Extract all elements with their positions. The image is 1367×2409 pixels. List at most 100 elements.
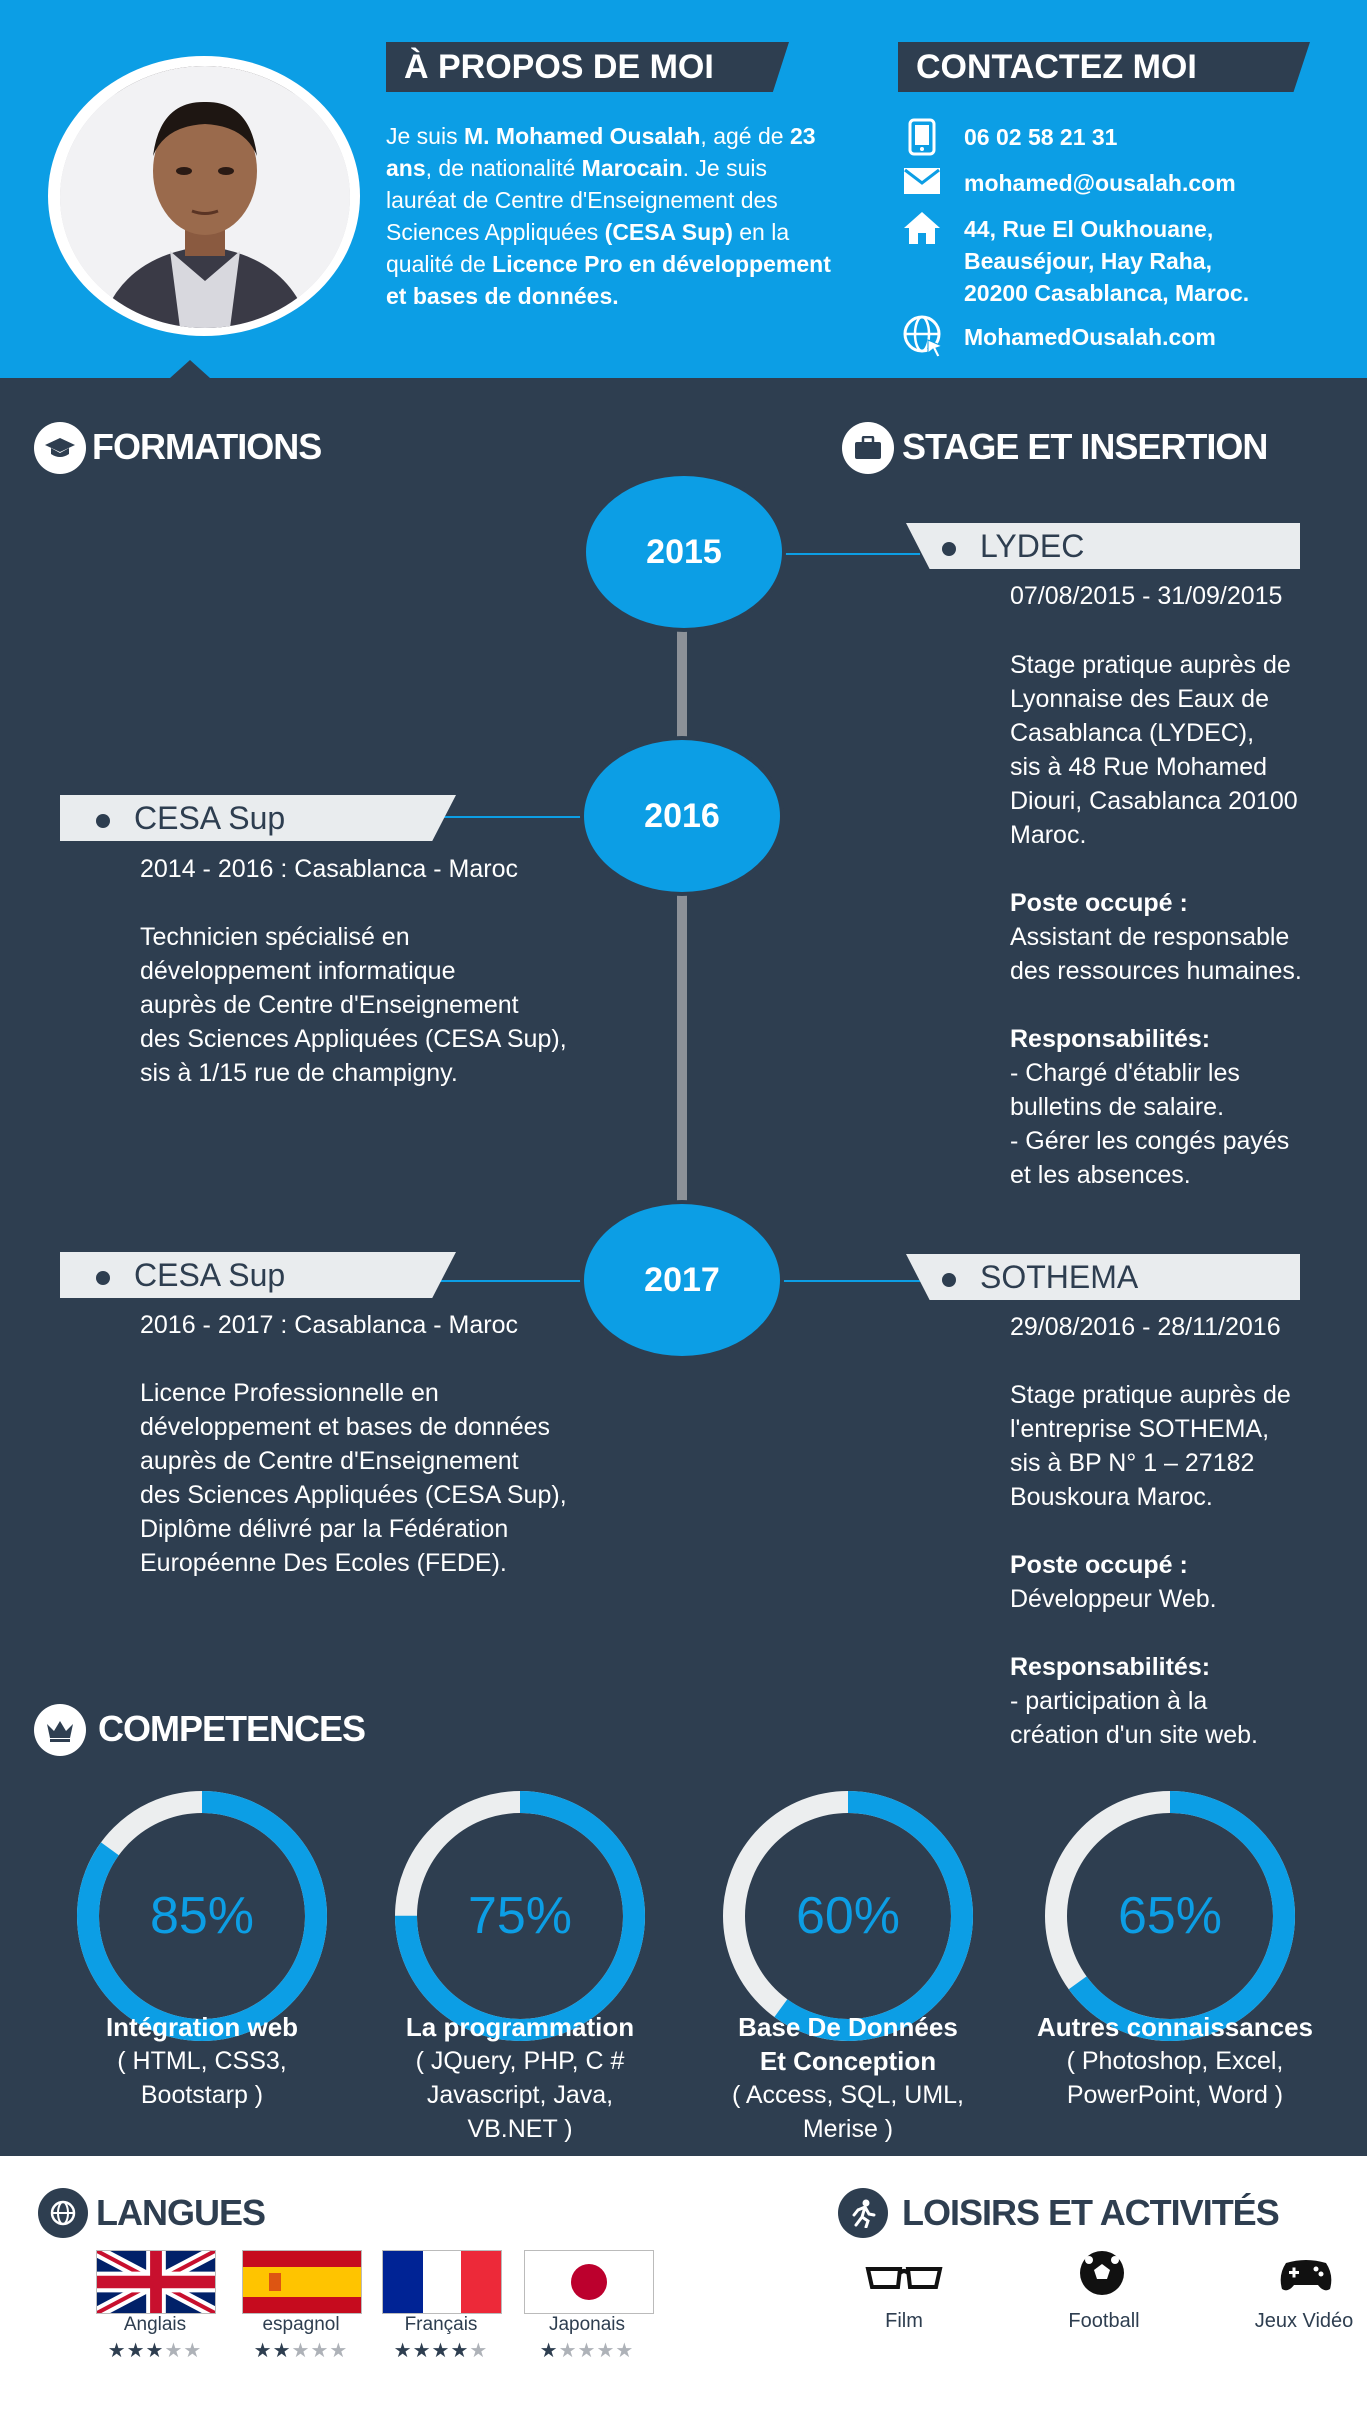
connector-2017-right [780,1280,920,1282]
header-pointer [170,360,210,378]
crown-icon [34,1704,86,1756]
about-text: Je suis M. Mohamed Ousalah, agé de 23 an… [386,123,831,309]
skill-percent: 65% [1117,1887,1223,1945]
home-icon [902,210,942,250]
skill-caption: Intégration web ( HTML, CSS3, Bootstarp ) [105,2012,299,2109]
star-empty-icon: ★ [596,2340,616,2362]
connector-2016 [440,816,620,818]
contact-address-3: 20200 Casablanca, Maroc. [964,280,1250,306]
hobby-label: Film [885,2310,923,2332]
skill-caption: Autres connaissances ( Photoshop, Excel,… [1036,2012,1313,2109]
bullet-icon [942,1272,956,1287]
skill-percent: 60% [795,1887,901,1945]
stage-period: 07/08/2015 - 31/09/2015 [1010,582,1283,610]
graduation-cap-icon [34,422,86,474]
uk-flag [94,2245,218,2319]
language-label: Japonais [548,2314,626,2335]
gamepad-icon [1266,2252,1346,2312]
star-empty-icon: ★ [577,2340,597,2362]
skill-ring [723,1791,973,2041]
langues-title: LANGUES [96,2192,266,2233]
globe-icon [38,2188,88,2238]
skill-ring [1045,1791,1295,2041]
loisirs-title: LOISIRS ET ACTIVITÉS [902,2192,1280,2233]
year-2017: 2017 [580,1200,784,1360]
skill-card: 60% [718,1786,978,2051]
formation-description: Licence Professionnelle en développement … [140,1379,567,1577]
briefcase-icon [842,422,894,474]
skill-caption: La programmation ( JQuery, PHP, C # Javas… [405,2012,635,2143]
stage-description: Stage pratique auprès de l'entreprise SOT… [1010,1381,1291,1749]
formation-tag: CESA Sup [60,1252,456,1298]
star-empty-icon: ★ [329,2340,349,2362]
runner-icon [838,2188,888,2238]
star-filled-icon: ★ [145,2340,165,2362]
stage-tag: SOTHEMA [906,1254,1300,1300]
star-filled-icon: ★ [272,2340,292,2362]
bullet-icon [942,541,956,556]
star-filled-icon: ★ [393,2340,413,2362]
formation-period: 2016 - 2017 : Casablanca - Maroc [140,1311,518,1339]
formation-tag: CESA Sup [60,795,456,841]
formations-title: FORMATIONS [92,426,322,467]
year-2015: 2015 [582,472,786,632]
connector-2017-left [440,1280,620,1282]
hobby-label: Football [1068,2310,1140,2332]
connector-2015 [780,553,920,555]
stage-title: STAGE ET INSERTION [902,426,1268,467]
contact-email[interactable]: mohamed@ousalah.com [964,170,1236,196]
contact-phone[interactable]: 06 02 58 21 31 [964,124,1118,150]
year-2016: 2016 [580,736,784,896]
star-empty-icon: ★ [558,2340,578,2362]
skill-card: 85% [72,1786,332,2051]
star-filled-icon: ★ [126,2340,146,2362]
timeline-line [677,600,687,1280]
bullet-icon [96,813,110,828]
stage-tag: LYDEC [906,523,1300,569]
formation-period: 2014 - 2016 : Casablanca - Maroc [140,855,518,883]
football-icon [1062,2248,1142,2308]
star-filled-icon: ★ [253,2340,273,2362]
stage-period: 29/08/2016 - 28/11/2016 [1010,1313,1281,1341]
star-filled-icon: ★ [431,2340,451,2362]
globe-icon [902,314,944,358]
glasses-icon [864,2252,944,2312]
about-title: À PROPOS DE MOI [386,42,789,92]
skill-ring [77,1791,327,2041]
skill-card: 65% [1040,1786,1300,2051]
bottom-band [0,2156,1367,2409]
language-rating: ★★★★★ [522,2338,652,2363]
france-flag [382,2250,502,2314]
contact-website[interactable]: MohamedOusalah.com [964,324,1216,350]
contact-address-1: 44, Rue El Oukhouane, [964,216,1214,242]
competences-title: COMPETENCES [98,1708,366,1749]
stage-description: Stage pratique auprès de Lyonnaise des Ea… [1010,651,1302,1189]
skill-card: 75% [390,1786,650,2051]
email-icon [902,166,942,206]
hobby-label: Jeux Vidéo [1254,2310,1354,2332]
phone-icon [902,118,942,158]
profile-photo [60,66,350,328]
star-empty-icon: ★ [310,2340,330,2362]
star-filled-icon: ★ [412,2340,432,2362]
contact-title: CONTACTEZ MOI [898,42,1310,92]
skill-ring [395,1791,645,2041]
language-rating: ★★★★★ [376,2338,506,2363]
spain-flag [242,2250,362,2314]
star-empty-icon: ★ [183,2340,203,2362]
star-filled-icon: ★ [450,2340,470,2362]
star-filled-icon: ★ [107,2340,127,2362]
language-label: espagnol [262,2314,340,2335]
language-rating: ★★★★★ [236,2338,366,2363]
star-filled-icon: ★ [539,2340,559,2362]
contact-address-2: Beauséjour, Hay Raha, [964,248,1212,274]
star-empty-icon: ★ [615,2340,635,2362]
language-label: Français [404,2314,478,2335]
star-empty-icon: ★ [291,2340,311,2362]
skill-percent: 85% [149,1887,255,1945]
skill-caption: Base De Données Et Conception ( Access, S… [731,2012,964,2143]
japan-flag [524,2250,654,2314]
language-label: Anglais [123,2314,187,2335]
star-empty-icon: ★ [164,2340,184,2362]
skill-percent: 75% [467,1887,573,1945]
